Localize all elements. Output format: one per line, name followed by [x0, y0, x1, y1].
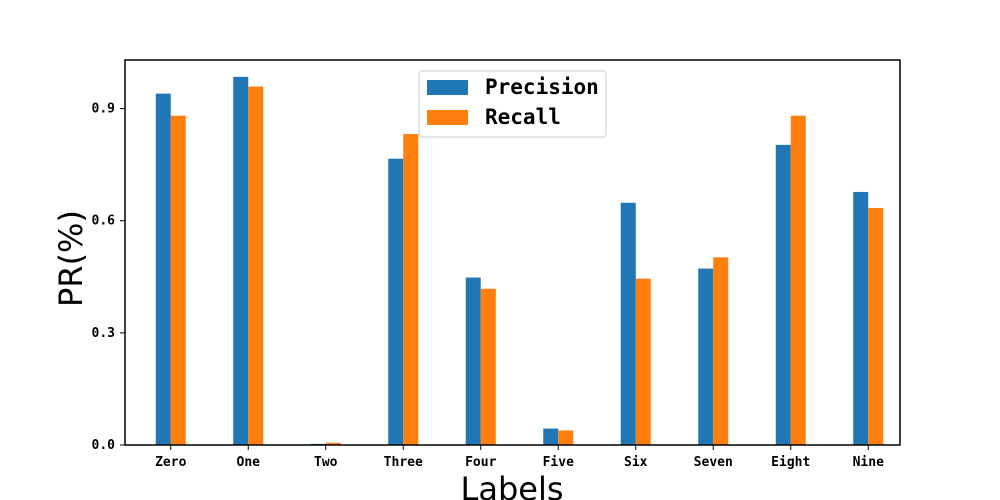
legend-label-precision: Precision — [485, 75, 599, 99]
bar-recall-one — [248, 86, 264, 446]
x-tick-label-one: One — [237, 455, 261, 470]
x-tick-label-five: Five — [543, 455, 574, 470]
bar-precision-three — [388, 158, 404, 445]
bar-recall-seven — [713, 257, 729, 445]
x-tick-label-two: Two — [314, 455, 338, 470]
x-tick-label-four: Four — [465, 455, 496, 470]
x-tick-label-three: Three — [384, 455, 423, 470]
bar-recall-nine — [868, 208, 884, 445]
bar-precision-zero — [155, 93, 171, 445]
bar-recall-five — [558, 430, 574, 445]
y-tick-label: 0.0 — [92, 438, 116, 453]
legend-swatch-recall — [427, 110, 468, 125]
legend-label-recall: Recall — [485, 105, 561, 129]
x-tick-label-eight: Eight — [771, 455, 810, 470]
x-axis: Zero One Two Three Four Five Six Seven Eight Nine — [155, 445, 884, 470]
x-tick-label-zero: Zero — [155, 455, 186, 470]
bar-precision-one — [233, 76, 249, 446]
bar-recall-six — [635, 278, 651, 445]
y-tick-label: 0.9 — [92, 102, 115, 117]
x-tick-label-six: Six — [624, 455, 648, 470]
bar-precision-nine — [853, 191, 869, 445]
y-axis-title: PR(%) — [52, 210, 90, 307]
plot-area-frame — [124, 59, 901, 446]
bar-recall-zero — [170, 115, 186, 445]
bar-recall-two — [325, 442, 341, 445]
bar-precision-five — [543, 428, 559, 445]
y-axis: 0.0 0.3 0.6 0.9 — [92, 102, 125, 453]
bar-recall-eight — [790, 115, 806, 445]
x-axis-title: Labels — [461, 470, 564, 500]
bar-precision-six — [620, 202, 636, 445]
bar-precision-seven — [698, 268, 714, 445]
bar-precision-eight — [775, 144, 791, 445]
y-tick-label: 0.3 — [92, 326, 115, 341]
bars-layer — [155, 76, 884, 446]
legend: Precision Recall — [418, 70, 607, 138]
legend-swatch-precision — [427, 80, 468, 95]
x-tick-label-seven: Seven — [694, 455, 733, 470]
bar-recall-four — [480, 288, 496, 445]
bar-recall-three — [403, 134, 419, 445]
bar-precision-four — [465, 277, 481, 445]
x-tick-label-nine: Nine — [853, 455, 884, 470]
y-tick-label: 0.6 — [92, 214, 116, 229]
